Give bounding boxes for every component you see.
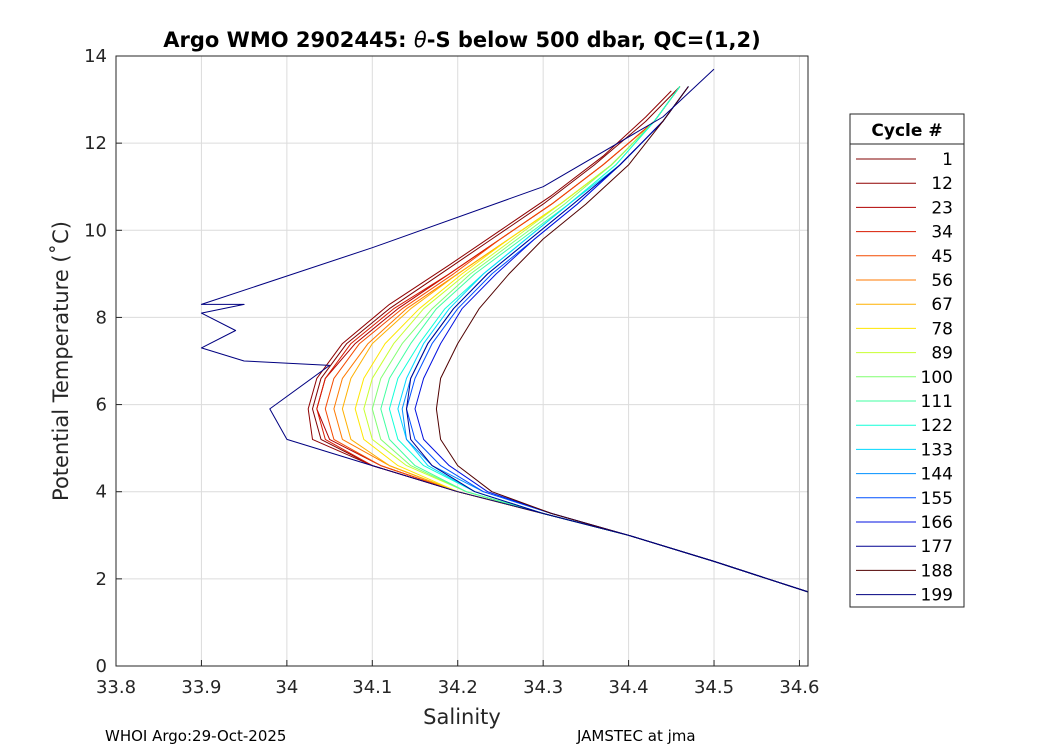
legend-label-cycle-111: 111	[921, 392, 953, 412]
x-tick-label: 34.1	[352, 677, 392, 698]
legend-label-cycle-23: 23	[931, 198, 953, 218]
y-tick-label: 12	[84, 133, 107, 154]
legend-label-cycle-199: 199	[921, 586, 953, 606]
legend-label-cycle-122: 122	[921, 416, 953, 436]
figure: Argo WMO 2902445: θ-S below 500 dbar, QC…	[0, 0, 1050, 750]
legend-label-cycle-177: 177	[921, 537, 953, 557]
x-tick-label: 34.4	[609, 677, 649, 698]
legend-label-cycle-100: 100	[921, 368, 953, 388]
y-tick-label: 10	[84, 220, 107, 241]
x-tick-label: 34	[275, 677, 298, 698]
title-theta: θ	[414, 28, 427, 52]
x-tick-label: 34.6	[779, 677, 819, 698]
y-axis-label: Potential Temperature (˚C)	[49, 221, 73, 501]
y-tick-label: 6	[96, 395, 107, 416]
y-tick-label: 14	[84, 46, 107, 67]
x-tick-label: 34.2	[438, 677, 478, 698]
x-tick-label: 34.3	[523, 677, 563, 698]
x-tick-label: 33.8	[96, 677, 136, 698]
x-tick-label: 34.5	[694, 677, 734, 698]
axes-box	[116, 56, 808, 666]
y-tick-label: 0	[96, 656, 107, 677]
chart-title: Argo WMO 2902445: θ-S below 500 dbar, QC…	[163, 28, 760, 52]
footer-right: JAMSTEC at jma	[576, 727, 696, 745]
y-tick-label: 4	[96, 482, 107, 503]
legend-label-cycle-78: 78	[931, 319, 953, 339]
x-tick-label: 33.9	[181, 677, 221, 698]
legend-label-cycle-188: 188	[921, 561, 953, 581]
x-axis-label: Salinity	[423, 705, 501, 729]
legend: Cycle # 1 12 23 34 45 56 67 78 89 100 111 122 133 144…	[850, 114, 964, 607]
legend-label-cycle-133: 133	[921, 440, 953, 460]
y-tick-label: 8	[96, 307, 107, 328]
plot-area	[116, 56, 808, 666]
legend-label-cycle-89: 89	[931, 344, 953, 364]
legend-label-cycle-45: 45	[931, 247, 953, 267]
legend-label-cycle-56: 56	[931, 271, 953, 291]
title-prefix: Argo WMO 2902445:	[163, 28, 414, 52]
legend-label-cycle-12: 12	[931, 174, 953, 194]
legend-label-cycle-166: 166	[921, 513, 953, 533]
legend-label-cycle-144: 144	[921, 465, 953, 485]
y-tick-label: 2	[96, 569, 107, 590]
legend-label-cycle-155: 155	[921, 489, 953, 509]
legend-label-cycle-1: 1	[942, 150, 953, 170]
legend-label-cycle-67: 67	[931, 295, 953, 315]
footer-left: WHOI Argo:29-Oct-2025	[105, 727, 286, 745]
legend-title: Cycle #	[871, 121, 942, 141]
title-suffix: -S below 500 dbar, QC=(1,2)	[427, 28, 761, 52]
legend-label-cycle-34: 34	[931, 223, 953, 243]
